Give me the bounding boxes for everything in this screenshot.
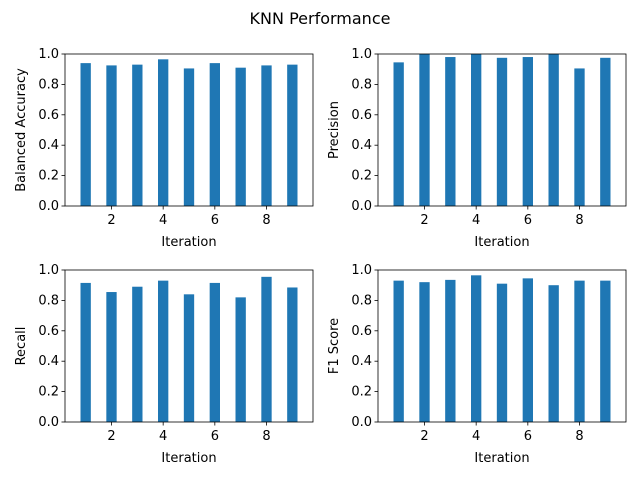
y-axis-label: F1 Score bbox=[327, 318, 342, 374]
x-tick-label: 4 bbox=[159, 429, 167, 444]
x-axis-label: Iteration bbox=[474, 451, 529, 466]
y-tick-label: 0.8 bbox=[38, 77, 59, 92]
y-tick-label: 0.0 bbox=[38, 199, 59, 214]
x-tick-label: 2 bbox=[420, 429, 428, 444]
y-tick-label: 0.8 bbox=[351, 77, 372, 92]
bar-iteration-9 bbox=[287, 64, 298, 206]
y-tick-label: 1.0 bbox=[351, 263, 372, 278]
y-tick-label: 0.2 bbox=[38, 169, 59, 184]
bar-iteration-9 bbox=[600, 280, 611, 422]
bar-iteration-7 bbox=[235, 297, 246, 422]
figure-title: KNN Performance bbox=[250, 9, 391, 28]
y-tick-label: 0.4 bbox=[351, 138, 372, 153]
subplot-grid: 0.0 0.2 0.4 0.6 0.8 1.0 2 4 6 8 Iteration Balanced … bbox=[14, 47, 627, 466]
bar-iteration-6 bbox=[522, 57, 533, 206]
bar-iteration-1 bbox=[80, 282, 91, 422]
x-tick-label: 6 bbox=[524, 213, 532, 228]
x-tick-label: 4 bbox=[159, 213, 167, 228]
y-axis-label: Balanced Accuracy bbox=[14, 68, 29, 192]
bar-iteration-3 bbox=[445, 57, 456, 206]
bar-iteration-4 bbox=[471, 275, 482, 422]
bar-iteration-6 bbox=[209, 63, 220, 207]
bar-iteration-7 bbox=[548, 285, 559, 422]
y-tick-label: 1.0 bbox=[38, 47, 59, 62]
y-tick-label: 0.2 bbox=[351, 385, 372, 400]
bar-iteration-1 bbox=[80, 63, 91, 207]
axes-frame bbox=[64, 269, 314, 423]
bar-iteration-2 bbox=[106, 65, 117, 207]
x-tick-label: 2 bbox=[107, 213, 115, 228]
bar-iteration-4 bbox=[471, 54, 482, 206]
bar-iteration-1 bbox=[393, 62, 404, 206]
y-tick-label: 0.0 bbox=[351, 199, 372, 214]
y-axis-label: Precision bbox=[327, 101, 342, 159]
bar-iteration-2 bbox=[419, 54, 430, 206]
subplot-1: 0.0 0.2 0.4 0.6 0.8 1.0 2 4 6 8 Iteration Balanced … bbox=[14, 47, 314, 250]
bar-iteration-4 bbox=[158, 59, 169, 206]
y-tick-label: 0.6 bbox=[38, 324, 59, 339]
bar-iteration-8 bbox=[574, 68, 585, 206]
bar-iteration-3 bbox=[132, 286, 143, 422]
x-tick-label: 2 bbox=[107, 429, 115, 444]
bar-iteration-8 bbox=[261, 65, 272, 207]
subplot-3: 0.0 0.2 0.4 0.6 0.8 1.0 2 4 6 8 Iteration Recall bbox=[14, 263, 314, 466]
bar-iteration-2 bbox=[419, 282, 430, 422]
x-axis-label: Iteration bbox=[161, 235, 216, 250]
y-tick-label: 0.4 bbox=[38, 138, 59, 153]
y-tick-label: 0.8 bbox=[38, 293, 59, 308]
y-axis-label: Recall bbox=[14, 327, 29, 366]
y-tick-label: 0.4 bbox=[38, 354, 59, 369]
x-tick-label: 8 bbox=[575, 213, 583, 228]
bar-iteration-8 bbox=[574, 280, 585, 422]
y-tick-label: 0.0 bbox=[38, 415, 59, 430]
axes-frame bbox=[377, 269, 627, 423]
y-tick-label: 0.2 bbox=[351, 169, 372, 184]
x-tick-label: 6 bbox=[211, 213, 219, 228]
x-tick-label: 4 bbox=[472, 429, 480, 444]
x-axis-label: Iteration bbox=[161, 451, 216, 466]
bar-iteration-5 bbox=[496, 57, 508, 206]
bar-iteration-9 bbox=[287, 287, 298, 422]
y-tick-label: 0.8 bbox=[351, 293, 372, 308]
bar-iteration-3 bbox=[445, 279, 456, 422]
x-tick-label: 4 bbox=[472, 213, 480, 228]
axes-frame bbox=[377, 53, 627, 207]
subplot-2: 0.0 0.2 0.4 0.6 0.8 1.0 2 4 6 8 Iteration Precision bbox=[327, 47, 627, 250]
x-tick-label: 6 bbox=[211, 429, 219, 444]
bar-iteration-6 bbox=[209, 282, 220, 422]
x-axis-label: Iteration bbox=[474, 235, 529, 250]
y-tick-label: 0.6 bbox=[351, 108, 372, 123]
bar-iteration-9 bbox=[600, 57, 611, 206]
y-tick-label: 0.2 bbox=[38, 385, 59, 400]
y-tick-label: 0.6 bbox=[38, 108, 59, 123]
y-tick-label: 0.6 bbox=[351, 324, 372, 339]
y-tick-label: 0.4 bbox=[351, 354, 372, 369]
bar-iteration-4 bbox=[158, 280, 169, 422]
y-tick-label: 0.0 bbox=[351, 415, 372, 430]
bar-iteration-3 bbox=[132, 64, 143, 206]
bar-iteration-5 bbox=[183, 294, 195, 422]
x-tick-label: 8 bbox=[262, 213, 270, 228]
bar-iteration-7 bbox=[548, 54, 559, 206]
x-tick-label: 8 bbox=[575, 429, 583, 444]
bar-iteration-5 bbox=[496, 283, 508, 422]
axes-frame bbox=[64, 53, 314, 207]
bar-iteration-7 bbox=[235, 67, 246, 207]
x-tick-label: 2 bbox=[420, 213, 428, 228]
bar-iteration-2 bbox=[106, 292, 117, 422]
x-tick-label: 6 bbox=[524, 429, 532, 444]
bar-iteration-5 bbox=[183, 68, 195, 206]
y-tick-label: 1.0 bbox=[38, 263, 59, 278]
bar-iteration-1 bbox=[393, 280, 404, 422]
x-tick-label: 8 bbox=[262, 429, 270, 444]
bar-iteration-6 bbox=[522, 278, 533, 422]
y-tick-label: 1.0 bbox=[351, 47, 372, 62]
subplot-4: 0.0 0.2 0.4 0.6 0.8 1.0 2 4 6 8 Iteration F1 Score bbox=[327, 263, 627, 466]
bar-iteration-8 bbox=[261, 276, 272, 422]
